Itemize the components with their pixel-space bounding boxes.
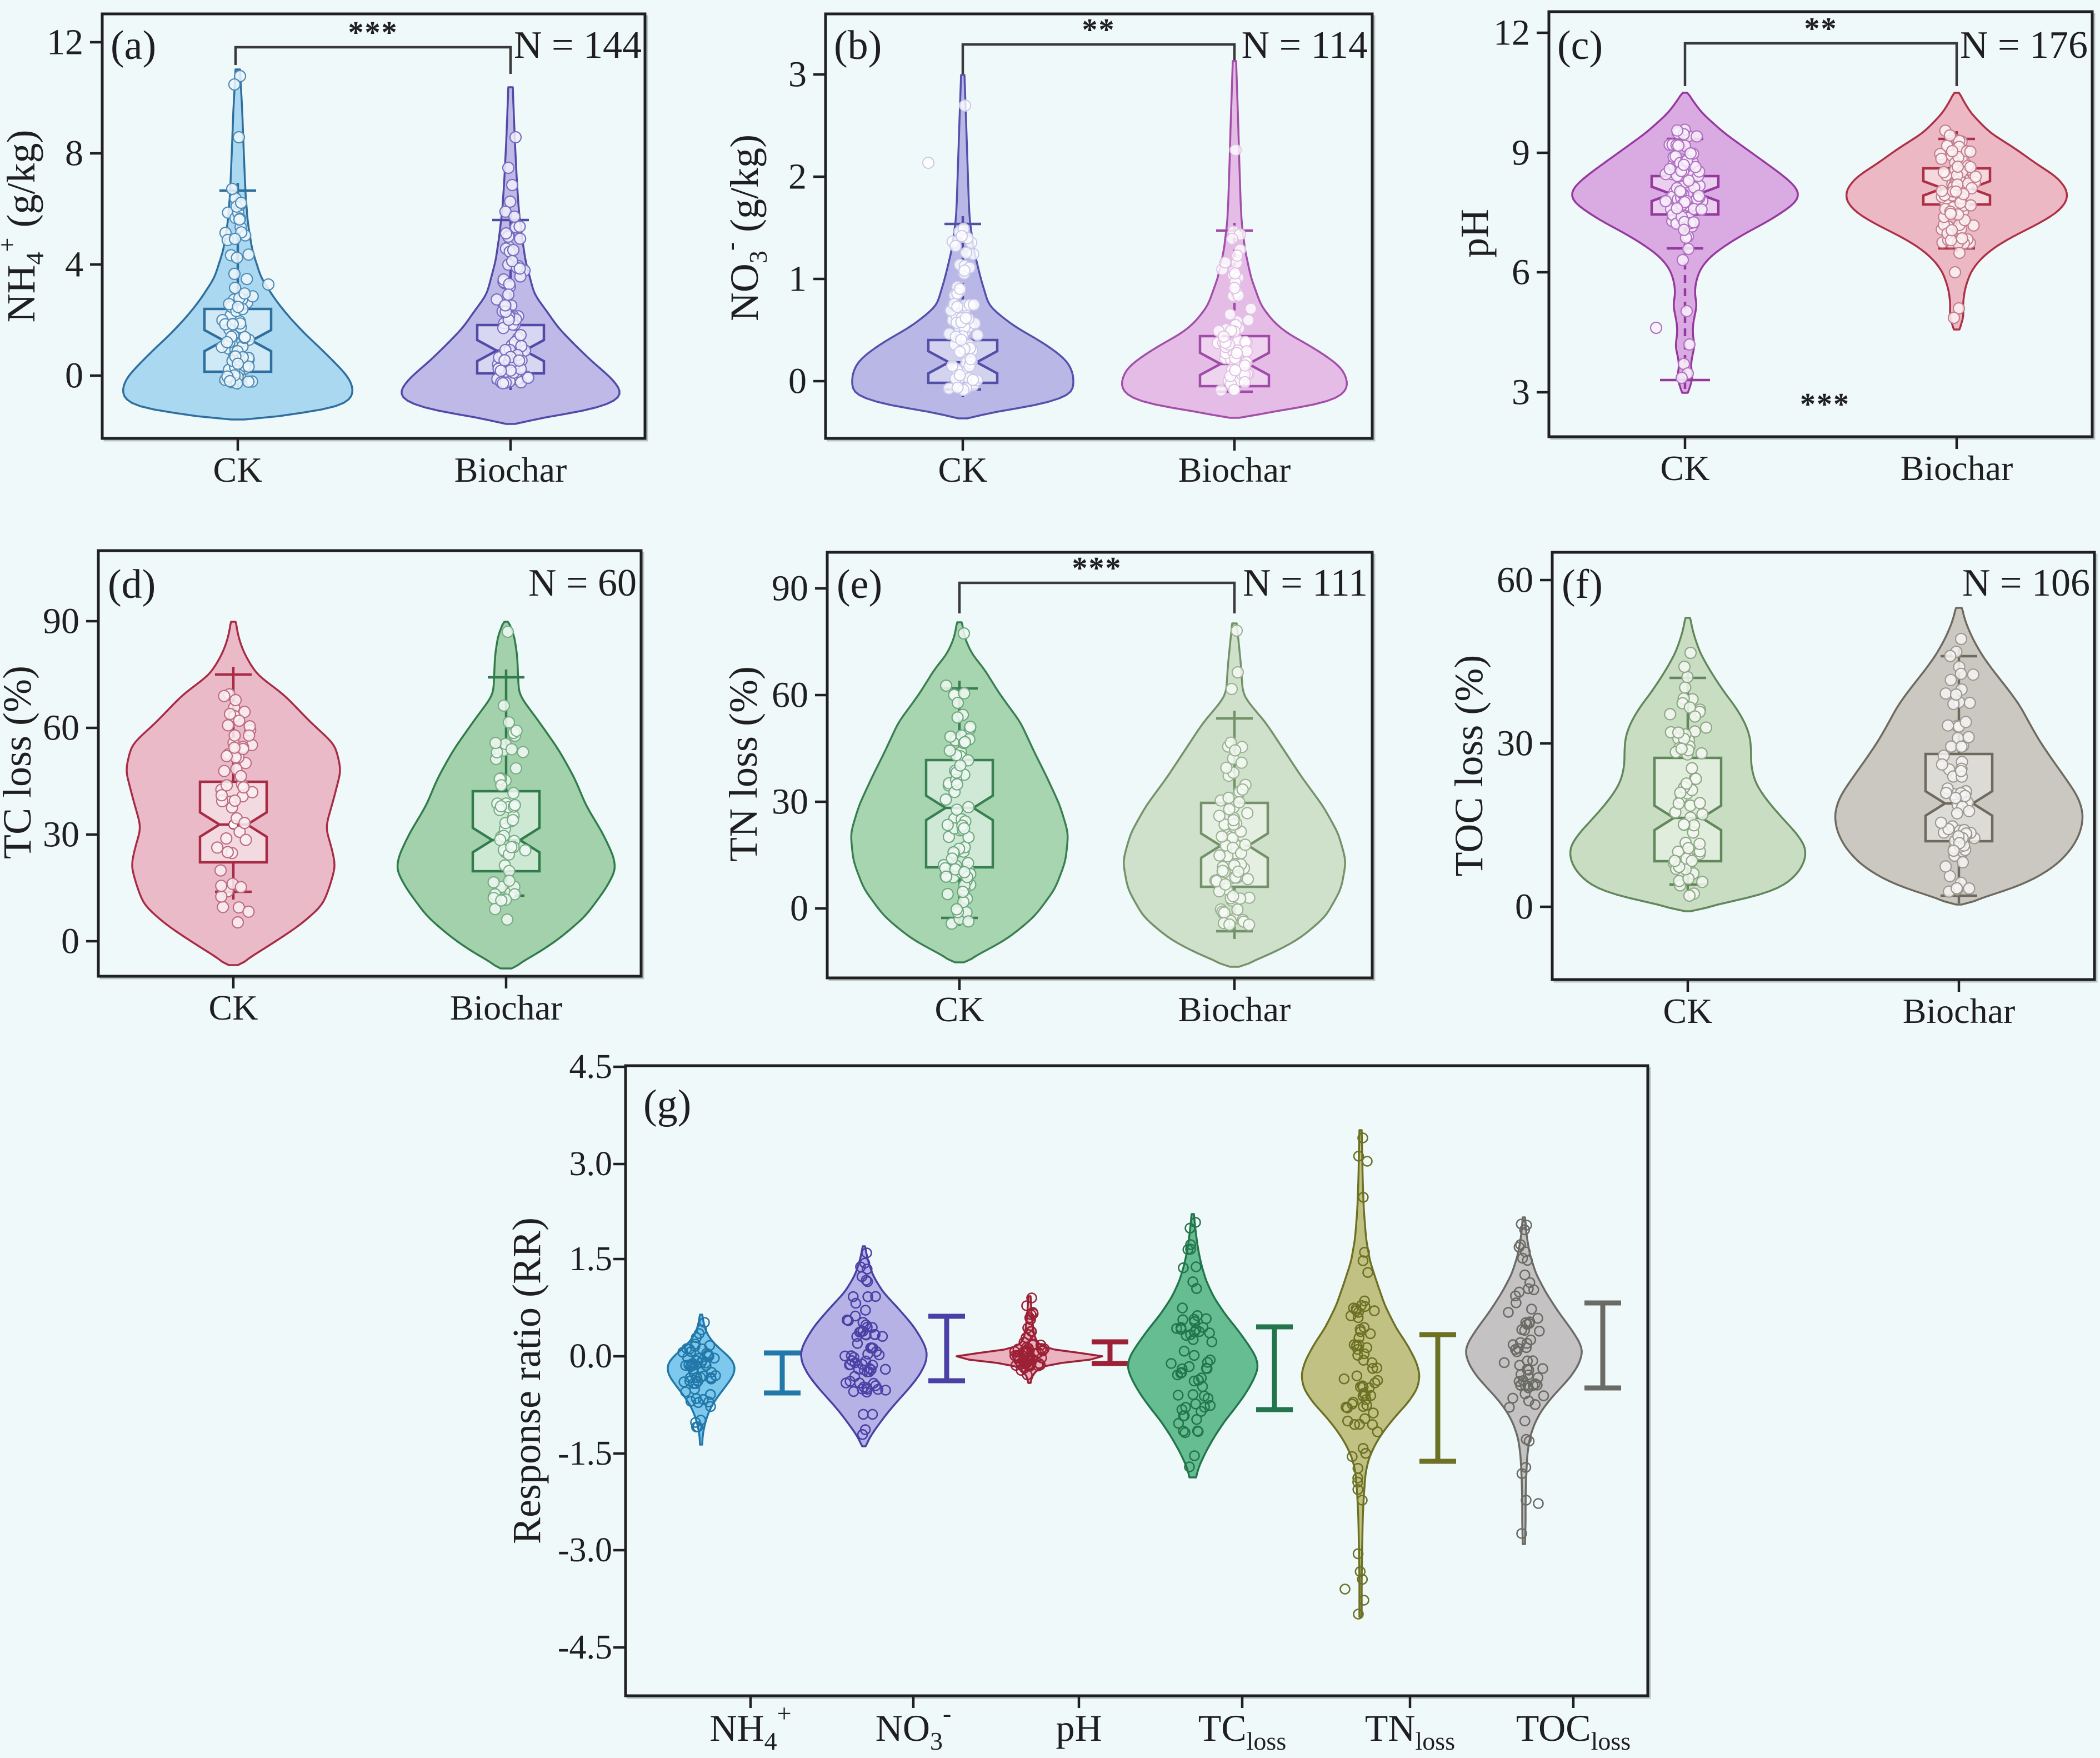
- svg-text:(a): (a): [111, 23, 156, 68]
- svg-text:**: **: [1082, 13, 1116, 47]
- svg-text:TN loss (%): TN loss (%): [721, 666, 766, 862]
- svg-text:(c): (c): [1557, 23, 1603, 68]
- svg-text:-4.5: -4.5: [558, 1629, 612, 1666]
- svg-text:6: 6: [1512, 252, 1530, 293]
- svg-text:0: 0: [790, 888, 808, 929]
- svg-text:30: 30: [1497, 723, 1533, 764]
- svg-text:4: 4: [65, 244, 83, 285]
- svg-text:NH4+ (g/kg): NH4+ (g/kg): [0, 130, 49, 323]
- svg-text:N = 114: N = 114: [1242, 24, 1368, 67]
- svg-text:1: 1: [788, 259, 807, 299]
- svg-text:(e): (e): [837, 562, 882, 607]
- svg-text:9: 9: [1512, 133, 1530, 173]
- svg-text:60: 60: [1497, 560, 1533, 601]
- svg-text:90: 90: [772, 568, 808, 609]
- svg-text:12: 12: [47, 22, 83, 63]
- svg-text:Biochar: Biochar: [454, 450, 567, 490]
- svg-text:3: 3: [788, 54, 807, 95]
- svg-text:**: **: [1804, 12, 1838, 46]
- svg-text:NO3- (g/kg): NO3- (g/kg): [716, 134, 772, 321]
- svg-text:30: 30: [43, 815, 79, 855]
- svg-text:Biochar: Biochar: [1178, 450, 1291, 490]
- svg-text:-3.0: -3.0: [558, 1531, 612, 1569]
- svg-text:CK: CK: [1661, 448, 1710, 488]
- svg-text:N = 144: N = 144: [514, 24, 642, 67]
- svg-text:90: 90: [43, 601, 79, 642]
- svg-text:CK: CK: [938, 450, 988, 490]
- svg-text:(f): (f): [1562, 562, 1603, 607]
- svg-text:N = 176: N = 176: [1960, 24, 2088, 67]
- svg-text:0: 0: [1515, 887, 1533, 927]
- svg-text:12: 12: [1493, 13, 1530, 53]
- svg-text:0: 0: [65, 356, 83, 396]
- svg-text:1.5: 1.5: [569, 1240, 613, 1278]
- svg-text:3.0: 3.0: [569, 1145, 613, 1183]
- svg-text:(b): (b): [834, 23, 882, 68]
- svg-text:Response ratio (RR): Response ratio (RR): [504, 1217, 549, 1544]
- svg-text:0: 0: [61, 921, 79, 962]
- svg-text:pH: pH: [1056, 1707, 1102, 1749]
- svg-text:(d): (d): [108, 562, 156, 607]
- svg-text:Biochar: Biochar: [1901, 448, 2013, 488]
- svg-text:2: 2: [788, 157, 807, 197]
- svg-text:4.5: 4.5: [569, 1048, 613, 1086]
- svg-text:60: 60: [772, 675, 808, 716]
- svg-text:TC loss (%): TC loss (%): [0, 666, 39, 859]
- svg-text:Biochar: Biochar: [1178, 990, 1291, 1029]
- svg-text:Biochar: Biochar: [1903, 991, 2016, 1031]
- svg-text:TOC loss (%): TOC loss (%): [1447, 655, 1491, 877]
- svg-text:***: ***: [348, 16, 398, 50]
- svg-text:pH: pH: [1452, 209, 1497, 258]
- svg-text:***: ***: [1072, 551, 1122, 586]
- svg-text:0: 0: [788, 361, 807, 402]
- svg-text:0.0: 0.0: [569, 1337, 613, 1375]
- svg-text:3: 3: [1512, 372, 1530, 413]
- svg-text:8: 8: [65, 133, 83, 174]
- svg-text:N = 111: N = 111: [1243, 562, 1368, 605]
- svg-text:Biochar: Biochar: [450, 988, 563, 1027]
- svg-text:CK: CK: [209, 988, 258, 1027]
- svg-text:30: 30: [772, 782, 808, 822]
- svg-text:N = 60: N = 60: [528, 562, 637, 605]
- svg-text:CK: CK: [213, 450, 263, 490]
- svg-text:(g): (g): [643, 1082, 691, 1127]
- svg-text:***: ***: [1800, 387, 1850, 422]
- svg-text:60: 60: [43, 708, 79, 748]
- svg-text:CK: CK: [935, 990, 984, 1029]
- svg-text:CK: CK: [1663, 991, 1713, 1031]
- svg-text:N = 106: N = 106: [1962, 562, 2090, 605]
- svg-text:-1.5: -1.5: [558, 1435, 612, 1472]
